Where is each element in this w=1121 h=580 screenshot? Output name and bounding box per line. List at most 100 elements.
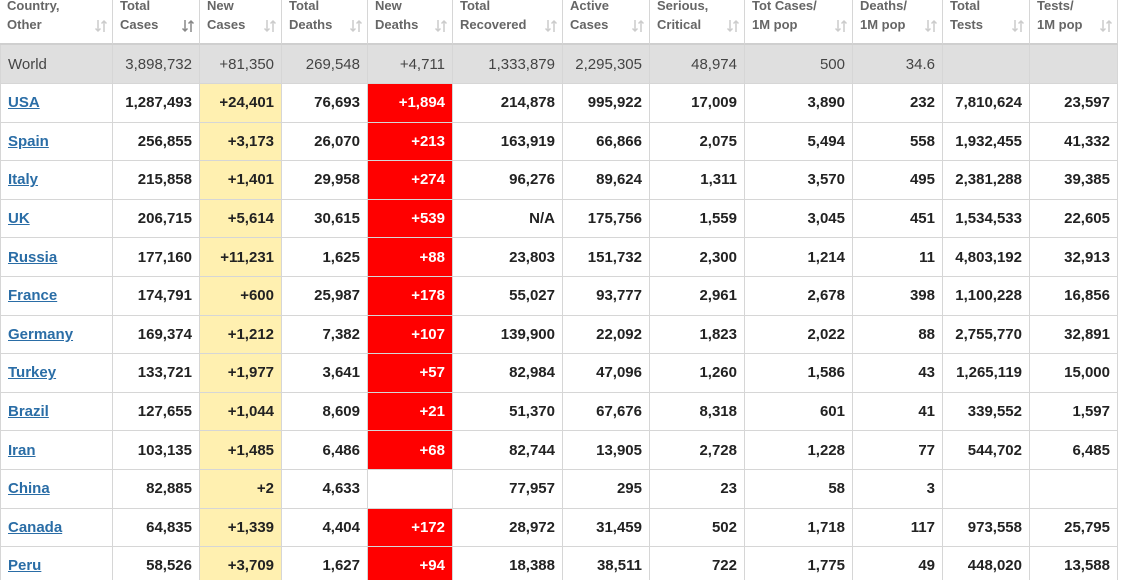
- country-link[interactable]: Iran: [8, 441, 36, 459]
- table-cell: 88: [853, 315, 943, 355]
- table-cell: 49: [853, 547, 943, 580]
- cell-value: +274: [411, 171, 445, 189]
- table-cell: 133,721: [113, 354, 200, 393]
- sort-icon[interactable]: [726, 19, 740, 33]
- column-header[interactable]: Tot Cases/1M pop: [745, 0, 853, 45]
- country-link[interactable]: China: [8, 480, 50, 498]
- cell-value: 48,974: [691, 55, 737, 73]
- column-header[interactable]: New Deaths: [368, 0, 453, 45]
- cell-value: 214,878: [500, 94, 555, 112]
- table-cell: 1,823: [650, 315, 745, 355]
- sort-icon[interactable]: [631, 19, 645, 33]
- cell-value: 1,260: [699, 364, 737, 382]
- cell-value: 88: [918, 325, 935, 343]
- country-link[interactable]: France: [8, 287, 58, 305]
- cell-value: 17,009: [691, 94, 737, 112]
- table-cell: 2,678: [745, 277, 853, 316]
- country-link[interactable]: Turkey: [8, 364, 57, 382]
- cell-value: +1,485: [227, 441, 274, 459]
- header-text: Deaths/: [860, 0, 907, 13]
- column-header[interactable]: Tests/1M pop: [1030, 0, 1118, 45]
- sort-icon[interactable]: [544, 19, 558, 33]
- sort-icon[interactable]: [834, 19, 848, 33]
- table-cell: +1,485: [200, 431, 282, 470]
- table-cell: 82,984: [453, 354, 563, 393]
- sort-icon[interactable]: [94, 19, 108, 33]
- header-text: Critical: [657, 17, 702, 32]
- sort-icon[interactable]: [181, 19, 195, 33]
- cell-value: 67,676: [596, 403, 642, 421]
- cell-value: 1,627: [322, 557, 360, 575]
- column-header[interactable]: Serious, Critical: [650, 0, 745, 45]
- country-link[interactable]: Canada: [8, 518, 63, 536]
- country-link[interactable]: Germany: [8, 325, 74, 343]
- column-header[interactable]: New Cases: [200, 0, 282, 45]
- table-cell: 451: [853, 199, 943, 239]
- table-cell: 51,370: [453, 392, 563, 432]
- cell-value: 177,160: [137, 248, 192, 266]
- sort-icon[interactable]: [434, 19, 448, 33]
- cell-value: +178: [411, 287, 445, 305]
- country-link[interactable]: Peru: [8, 557, 42, 575]
- table-cell: 3,570: [745, 161, 853, 200]
- column-header[interactable]: Deaths/1M pop: [853, 0, 943, 45]
- column-header[interactable]: Country, Other: [0, 0, 113, 45]
- table-cell: 269,548: [282, 45, 368, 84]
- cell-value: 41: [918, 403, 935, 421]
- table-cell: 22,605: [1030, 199, 1118, 239]
- cell-value: 32,891: [1064, 325, 1110, 343]
- country-link[interactable]: Italy: [8, 171, 39, 189]
- country-link[interactable]: USA: [8, 94, 40, 112]
- table-cell: +600: [200, 277, 282, 316]
- table-cell: 5,494: [745, 122, 853, 162]
- sort-icon[interactable]: [263, 19, 277, 33]
- table-cell: 43: [853, 354, 943, 393]
- country-link[interactable]: Russia: [8, 248, 58, 266]
- cell-value: 1,775: [807, 557, 845, 575]
- header-text: Recovered: [460, 17, 527, 32]
- country-link[interactable]: Brazil: [8, 403, 49, 421]
- cell-value: 139,900: [500, 325, 555, 343]
- column-header[interactable]: Total Cases: [113, 0, 200, 45]
- table-cell: 4,633: [282, 470, 368, 509]
- cell-value: 13,905: [596, 441, 642, 459]
- country-link[interactable]: UK: [8, 210, 30, 228]
- table-cell: 1,625: [282, 238, 368, 277]
- cell-value: 2,755,770: [955, 325, 1022, 343]
- cell-value: 38,511: [596, 557, 642, 575]
- cell-value: +21: [419, 403, 445, 421]
- table-cell: 495: [853, 161, 943, 200]
- table-cell: 1,100,228: [943, 277, 1030, 316]
- column-header[interactable]: Total Tests: [943, 0, 1030, 45]
- column-header[interactable]: Total Recovered: [453, 0, 563, 45]
- country-link[interactable]: Spain: [8, 132, 49, 150]
- table-cell: 995,922: [563, 84, 650, 123]
- cell-value: 6,485: [1072, 441, 1110, 459]
- cell-value: 76,693: [314, 94, 360, 112]
- cell-value: 58,526: [146, 557, 192, 575]
- sort-icon[interactable]: [1099, 19, 1113, 33]
- table-cell: 1,932,455: [943, 122, 1030, 162]
- cell-value: 55,027: [509, 287, 555, 305]
- sort-icon[interactable]: [924, 19, 938, 33]
- column-header[interactable]: Total Deaths: [282, 0, 368, 45]
- table-cell: 4,803,192: [943, 238, 1030, 277]
- column-header[interactable]: Active Cases: [563, 0, 650, 45]
- header-text: Cases: [207, 17, 246, 32]
- sort-icon[interactable]: [1011, 19, 1025, 33]
- table-cell: 28,972: [453, 508, 563, 548]
- cell-value: 133,721: [137, 364, 192, 382]
- table-cell: 117: [853, 508, 943, 548]
- sort-icon[interactable]: [349, 19, 363, 33]
- table-cell: +11,231: [200, 238, 282, 277]
- table-cell: +178: [368, 277, 453, 316]
- cell-value: 973,558: [967, 518, 1022, 536]
- cell-value: 2,075: [699, 132, 737, 150]
- cell-value: +57: [419, 364, 445, 382]
- table-cell: 127,655: [113, 392, 200, 432]
- table-cell: 47,096: [563, 354, 650, 393]
- cell-value: 269,548: [305, 55, 360, 73]
- cell-value: 7,382: [322, 325, 360, 343]
- cell-value: 103,135: [137, 441, 192, 459]
